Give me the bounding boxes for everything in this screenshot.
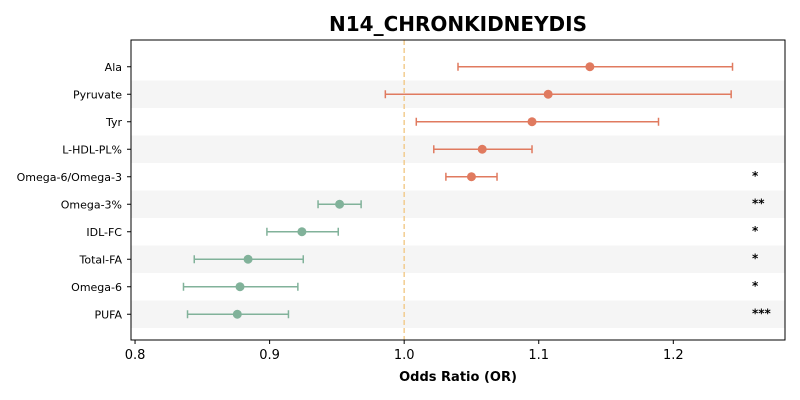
or-point [466,172,476,182]
y-tick-label: Omega-6 [71,281,122,294]
y-tick-label: L-HDL-PL% [62,143,122,156]
significance-label: * [752,169,759,183]
row-bands [131,80,785,328]
chart-title: N14_CHRONKIDNEYDIS [329,12,587,36]
plot-frame [130,39,786,341]
or-point [235,282,245,292]
y-tick-label: Pyruvate [73,88,122,101]
plot-marks: ********* [182,62,772,320]
y-tick-label: Total-FA [78,253,122,266]
significance-label: * [752,224,759,238]
significance-label: ** [752,196,765,210]
significance-label: * [752,279,759,293]
x-axis: 0.8 0.9 1.0 1.1 1.2 [125,340,684,363]
y-axis: Ala Pyruvate Tyr L-HDL-PL% Omega-6/Omega-3 Om… [17,61,131,321]
x-tick-label: 1.0 [394,348,415,363]
or-point [477,144,487,154]
x-tick-label: 1.1 [528,348,549,363]
x-tick-label: 1.2 [663,348,684,363]
y-tick-label: Omega-3% [61,198,122,211]
or-point [243,254,253,264]
row-band [131,190,785,218]
or-point [527,117,537,127]
x-tick-label: 0.8 [125,348,146,363]
y-tick-label: PUFA [94,308,122,321]
y-tick-label: Omega-6/Omega-3 [17,171,122,184]
significance-label: * [752,251,759,265]
y-tick-label: IDL-FC [86,226,122,239]
or-point [585,62,595,72]
or-point [335,199,345,209]
y-tick-label: Ala [105,61,122,74]
y-tick-label: Tyr [105,116,123,129]
or-point [232,309,242,319]
x-axis-label: Odds Ratio (OR) [399,370,517,385]
or-point [543,89,553,99]
x-tick-label: 0.9 [259,348,280,363]
or-point [297,227,307,237]
significance-label: *** [752,306,772,320]
